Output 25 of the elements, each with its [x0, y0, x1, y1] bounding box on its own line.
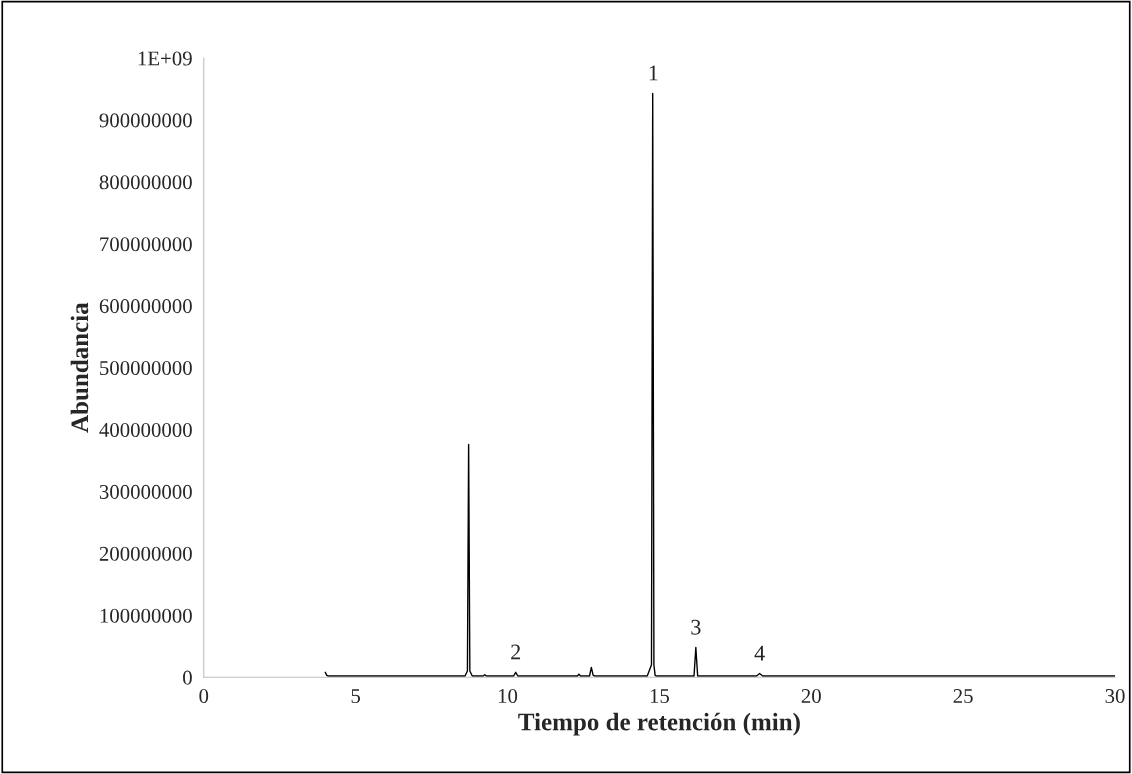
annotation: 1 [649, 65, 658, 81]
x-tick-label: 10 [498, 688, 518, 704]
x-tick-label: 25 [953, 689, 973, 704]
x-axis-title: Tiempo de retención (min) [518, 712, 800, 736]
y-tick-label: 1E+09 [138, 51, 192, 66]
y-tick-label: 700000000 [100, 237, 192, 252]
y-tick-label: 300000000 [99, 484, 192, 499]
y-tick-label: 500000000 [100, 361, 192, 376]
annotation: 3 [691, 619, 701, 635]
annotation: 2 [511, 644, 521, 660]
y-tick-label: 200000000 [99, 546, 192, 561]
x-tick-label: 0 [199, 688, 209, 704]
y-tick-label: 400000000 [99, 422, 192, 437]
y-tick-label: 600000000 [99, 299, 192, 314]
x-tick-label: 5 [351, 689, 361, 704]
x-tick-label: 30 [1105, 688, 1125, 704]
y-tick-label: 900000000 [99, 113, 192, 128]
y-tick-label: 800000000 [99, 175, 192, 190]
x-tick-label: 20 [801, 688, 821, 704]
y-axis-title: Abundancia [70, 302, 89, 433]
annotation: 4 [754, 645, 765, 661]
x-tick-label: 15 [650, 689, 669, 704]
y-tick-label: 100000000 [100, 608, 192, 623]
y-tick-label: 0 [183, 670, 192, 685]
line-series [324, 92, 1116, 677]
